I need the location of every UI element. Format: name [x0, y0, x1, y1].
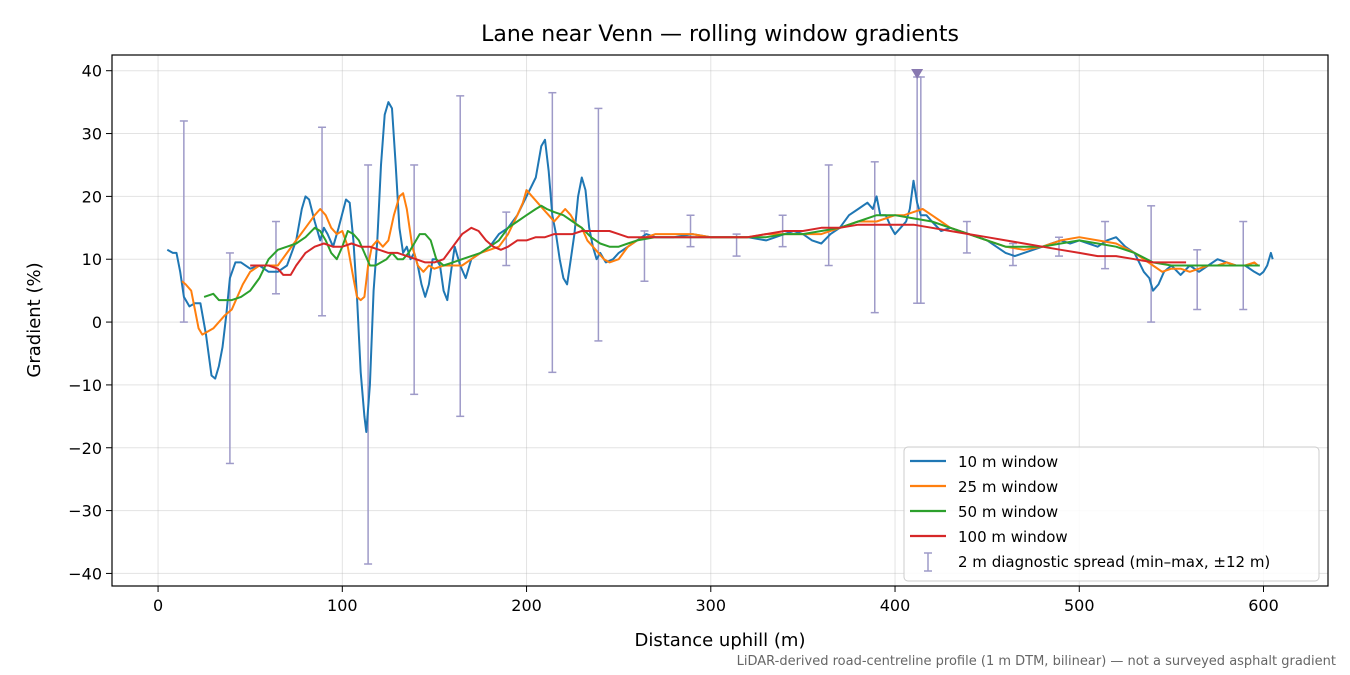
y-axis-label: Gradient (%) — [24, 262, 45, 377]
legend-box — [903, 446, 1320, 582]
diagnostic-errorbar — [364, 164, 373, 565]
y-tick-label: 0 — [92, 313, 102, 332]
series-layer — [166, 101, 1274, 433]
y-tick-label: 40 — [82, 62, 102, 81]
y-tick-label: −40 — [68, 564, 102, 583]
x-tick-label: 400 — [880, 596, 911, 615]
x-axis-label: Distance uphill (m) — [635, 630, 806, 651]
diagnostic-errorbar — [410, 164, 419, 396]
diagnostic-errorbar — [686, 214, 695, 248]
diagnostic-errorbar — [502, 211, 511, 267]
diagnostic-errorbar — [594, 107, 603, 342]
diagnostic-errorbar — [318, 126, 327, 317]
y-axis: −40 −30 −20 −10 0 10 20 30 40 — [68, 62, 112, 583]
diagnostic-errorbar — [271, 220, 280, 295]
footnote: LiDAR-derived road-centreline profile (1… — [737, 654, 1336, 669]
x-tick-label: 200 — [511, 596, 542, 615]
diagnostic-errorbar — [548, 91, 557, 374]
chart-title: Lane near Venn — rolling window gradient… — [481, 22, 959, 47]
legend-label-100m: 100 m window — [958, 528, 1068, 546]
plot-frame — [111, 54, 1329, 587]
y-tick-label: −20 — [68, 439, 102, 458]
x-tick-label: 500 — [1064, 596, 1095, 615]
x-tick-label: 600 — [1248, 596, 1279, 615]
x-tick-label: 100 — [327, 596, 358, 615]
legend-label-50m: 50 m window — [958, 503, 1058, 521]
y-tick-label: −30 — [68, 502, 102, 521]
diagnostic-errorbar — [870, 161, 879, 314]
legend-label-10m: 10 m window — [958, 453, 1058, 471]
y-tick-label: 30 — [82, 125, 102, 144]
legend: 10 m window 25 m window 50 m window 100 … — [903, 446, 1320, 582]
legend-label-25m: 25 m window — [958, 478, 1058, 496]
series-line-3 — [250, 223, 1187, 276]
legend-swatch-diagnostic — [924, 552, 932, 572]
x-tick-label: 300 — [696, 596, 727, 615]
diagnostic-errorbar — [456, 95, 465, 418]
legend-label-diagnostic: 2 m diagnostic spread (min–max, ±12 m) — [958, 553, 1270, 571]
diagnostic-errorbar — [824, 164, 833, 267]
y-tick-label: 20 — [82, 187, 102, 206]
series-line-1 — [181, 189, 1259, 336]
diagnostic-errorbar — [962, 220, 971, 254]
x-tick-label: 0 — [153, 596, 163, 615]
diagnostic-errorbar — [1193, 249, 1202, 311]
y-tick-label: 10 — [82, 250, 102, 269]
diagnostic-errorbar — [179, 120, 188, 323]
diagnostic-clipped-marker — [911, 69, 924, 79]
x-axis: 0 100 200 300 400 500 600 — [153, 586, 1279, 615]
y-tick-label: −10 — [68, 376, 102, 395]
